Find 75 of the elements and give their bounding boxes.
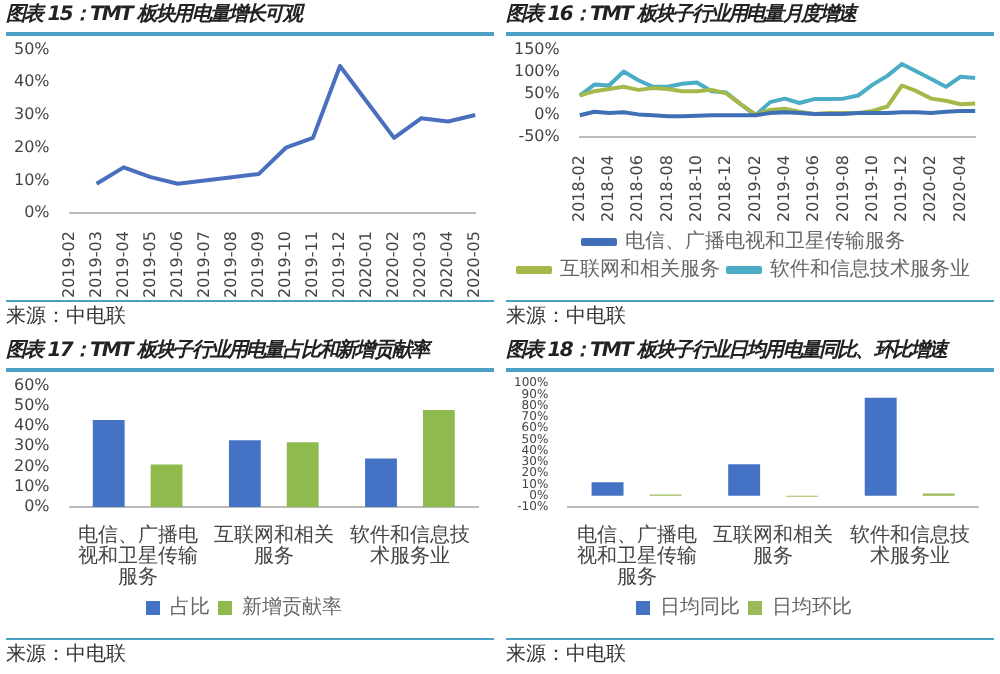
chart-title: 图表 18：TMT 板块子行业日均用电量同比、环比增速 <box>506 340 947 362</box>
y-tick-label: -50% <box>518 127 561 146</box>
bar <box>228 440 261 507</box>
x-tick-label: 电信、广播电视和卫星传输服务 <box>77 522 198 589</box>
x-tick-label: 2019-06 <box>804 155 823 223</box>
source-note: 来源：中电联 <box>506 644 626 666</box>
bar <box>365 458 397 507</box>
x-tick-label: 2019-08 <box>221 231 240 299</box>
y-tick-label: 150% <box>513 39 561 58</box>
legend-label: 日均环比 <box>772 595 852 620</box>
y-tick-label: 50% <box>14 39 51 58</box>
x-tick-label: 2018-12 <box>716 155 735 223</box>
x-tick-label: 2019-04 <box>113 231 132 299</box>
y-tick-label: 0% <box>534 105 561 124</box>
x-tick-label: 2020-02 <box>384 231 403 299</box>
y-tick-label: 20% <box>14 137 51 156</box>
x-tick-label: 2020-03 <box>411 231 430 299</box>
y-tick-label: 0% <box>24 497 51 516</box>
bar <box>728 464 761 496</box>
x-tick-label: 2018-06 <box>628 155 647 223</box>
y-tick-label: 30% <box>14 105 51 124</box>
y-tick-label: 0% <box>24 203 51 222</box>
source-note: 来源：中电联 <box>6 644 126 666</box>
y-tick-label: 50% <box>14 395 51 414</box>
x-tick-label: 2019-02 <box>745 155 764 223</box>
x-tick-label: 2019-08 <box>833 155 852 223</box>
x-tick-label: 软件和信息技术服务业 <box>349 522 470 568</box>
legend-label: 占比 <box>170 595 210 620</box>
chart-title: 图表 15：TMT 板块用电量增长可观 <box>6 4 301 26</box>
x-tick-label: 2020-04 <box>950 155 969 223</box>
bar <box>422 409 455 507</box>
x-tick-label: 互联网和相关服务 <box>213 522 334 568</box>
y-tick-label: 10% <box>14 170 51 189</box>
bar <box>864 397 897 496</box>
x-tick-label: 2019-06 <box>167 231 186 299</box>
x-tick-label: 2018-10 <box>687 155 706 223</box>
bar <box>591 482 624 496</box>
x-tick-label: 2019-10 <box>862 155 881 223</box>
legend-label: 新增贡献率 <box>242 595 342 620</box>
x-tick-label: 互联网和相关服务 <box>713 522 834 568</box>
x-tick-label: 2020-05 <box>465 231 484 299</box>
y-tick-label: 30% <box>14 436 51 455</box>
source-note: 来源：中电联 <box>6 306 126 328</box>
x-tick-label: 2019-02 <box>59 231 78 299</box>
x-tick-label: 2018-08 <box>657 155 676 223</box>
x-tick-label: 2019-11 <box>303 231 322 299</box>
y-tick-label: 40% <box>14 416 51 435</box>
x-tick-label: 2019-12 <box>330 231 349 299</box>
x-tick-label: 2020-01 <box>357 231 376 299</box>
x-tick-label: 2019-05 <box>140 231 159 299</box>
x-tick-label: 2019-10 <box>276 231 295 299</box>
y-tick-label: 60% <box>14 375 51 394</box>
x-tick-label: 软件和信息技术服务业 <box>849 522 970 568</box>
x-tick-label: 2018-04 <box>599 155 618 223</box>
x-tick-label: 2020-02 <box>921 155 940 223</box>
y-tick-label: 40% <box>14 72 51 91</box>
x-tick-label: 电信、广播电视和卫星传输服务 <box>576 522 697 589</box>
x-tick-label: 2019-03 <box>86 231 105 299</box>
x-tick-label: 2019-07 <box>194 231 213 299</box>
x-tick-label: 2019-12 <box>892 155 911 223</box>
bar <box>286 442 319 507</box>
chart-title: 图表 17：TMT 板块子行业用电量占比和新增贡献率 <box>6 340 429 362</box>
y-tick-label: 20% <box>14 456 51 475</box>
legend-label: 日均同比 <box>660 595 740 620</box>
bar <box>92 420 125 507</box>
chart-title: 图表 16：TMT 板块子行业用电量月度增速 <box>506 4 856 26</box>
x-tick-label: 2019-04 <box>774 155 793 223</box>
source-note: 来源：中电联 <box>506 306 626 328</box>
y-tick-label: 100% <box>513 61 561 80</box>
x-tick-label: 2018-02 <box>569 155 588 223</box>
x-tick-label: 2020-04 <box>438 231 457 299</box>
y-tick-label: 10% <box>14 476 51 495</box>
x-tick-label: 2019-09 <box>249 231 268 299</box>
y-tick-label: 50% <box>524 83 561 102</box>
bar <box>150 464 183 507</box>
